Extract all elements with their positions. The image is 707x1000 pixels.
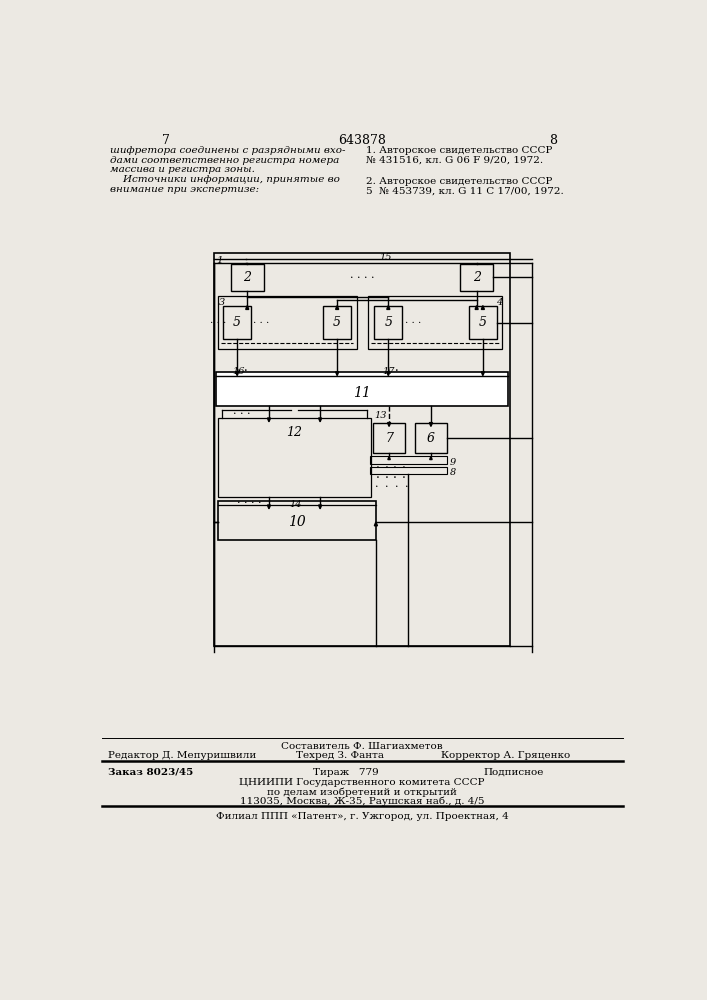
Text: 6: 6 (427, 432, 435, 445)
Bar (414, 423, 448, 453)
Text: 14: 14 (289, 500, 302, 509)
Text: 10: 10 (288, 515, 305, 529)
Polygon shape (429, 423, 433, 426)
Text: 5: 5 (333, 316, 341, 329)
Text: Редактор Д. Мепуришвили: Редактор Д. Мепуришвили (107, 751, 256, 760)
Text: 113035, Москва, Ж-35, Раушская наб., д. 4/5: 113035, Москва, Ж-35, Раушская наб., д. … (240, 797, 484, 806)
Polygon shape (336, 372, 339, 376)
Polygon shape (235, 372, 239, 376)
Bar (469, 306, 497, 339)
Text: 9: 9 (450, 458, 456, 467)
Text: . . .: . . . (404, 316, 421, 325)
Text: 8: 8 (450, 468, 456, 477)
Text: 8: 8 (549, 134, 557, 147)
Text: 2. Авторское свидетельство СССР: 2. Авторское свидетельство СССР (366, 177, 552, 186)
Polygon shape (388, 456, 390, 460)
Polygon shape (387, 372, 390, 376)
Polygon shape (319, 505, 322, 509)
Text: .: . (385, 458, 388, 471)
Text: 2: 2 (473, 271, 481, 284)
Text: дами соответственно регистра номера: дами соответственно регистра номера (110, 156, 339, 165)
Bar (231, 264, 264, 291)
Text: 3: 3 (219, 298, 226, 307)
Bar (223, 306, 251, 339)
Text: .: . (395, 479, 399, 489)
Polygon shape (267, 505, 271, 509)
Bar (218, 501, 376, 540)
Text: Составитель Ф. Шагиахметов: Составитель Ф. Шагиахметов (281, 742, 443, 751)
Polygon shape (374, 522, 378, 526)
Text: 12: 12 (286, 426, 303, 439)
Text: 15: 15 (379, 253, 392, 262)
Text: 2: 2 (243, 271, 251, 284)
Text: по делам изобретений и открытий: по делам изобретений и открытий (267, 788, 457, 797)
Bar (374, 306, 402, 339)
Polygon shape (267, 418, 271, 422)
Bar (368, 296, 502, 349)
Text: шифретора соединены с разрядными вхо-: шифретора соединены с разрядными вхо- (110, 146, 346, 155)
Polygon shape (481, 306, 484, 309)
Text: 11: 11 (353, 386, 371, 400)
Text: .: . (376, 458, 380, 471)
Bar (218, 418, 371, 497)
Text: ЦНИИПИ Государственного комитета СССР: ЦНИИПИ Государственного комитета СССР (239, 778, 485, 787)
Text: .: . (405, 479, 409, 489)
Polygon shape (319, 418, 322, 422)
Text: 5: 5 (385, 316, 392, 329)
Text: .: . (376, 468, 380, 481)
Text: 13: 13 (374, 411, 387, 420)
Text: . . . .: . . . . (350, 270, 374, 280)
Text: .: . (402, 458, 405, 471)
Bar (218, 296, 356, 349)
Polygon shape (481, 372, 484, 376)
Polygon shape (430, 456, 432, 460)
Text: . . .: . . . (210, 316, 226, 325)
Text: . .: . . (387, 361, 399, 374)
Text: Филиал ППП «Патент», г. Ужгород, ул. Проектная, 4: Филиал ППП «Патент», г. Ужгород, ул. Про… (216, 812, 508, 821)
Text: Источники информации, принятые во: Источники информации, принятые во (110, 175, 340, 184)
Polygon shape (387, 423, 391, 426)
Bar (460, 264, 493, 291)
Text: 1: 1 (216, 256, 223, 265)
Text: .: . (393, 458, 397, 471)
Bar (323, 306, 351, 339)
Bar (214, 253, 510, 646)
Bar (216, 372, 508, 406)
Text: 5: 5 (479, 316, 487, 329)
Text: . . . .: . . . . (237, 495, 262, 505)
Text: . . .: . . . (253, 316, 269, 325)
Polygon shape (246, 306, 249, 309)
Polygon shape (336, 306, 339, 309)
Text: 4: 4 (496, 298, 502, 307)
Bar (370, 466, 448, 474)
Text: .: . (385, 479, 389, 489)
Polygon shape (475, 306, 478, 309)
Text: . .: . . (235, 361, 247, 374)
Text: № 431516, кл. G 06 F 9/20, 1972.: № 431516, кл. G 06 F 9/20, 1972. (366, 156, 543, 165)
Text: 7: 7 (162, 134, 170, 147)
Text: Техред З. Фанта: Техред З. Фанта (296, 751, 384, 760)
Bar (373, 423, 405, 453)
Text: .: . (393, 468, 397, 481)
Text: Заказ 8023/45: Заказ 8023/45 (107, 768, 193, 777)
Text: 17: 17 (382, 367, 395, 376)
Text: .: . (385, 468, 388, 481)
Polygon shape (387, 306, 390, 309)
Text: 1. Авторское свидетельство СССР: 1. Авторское свидетельство СССР (366, 146, 552, 155)
Text: Подписное: Подписное (484, 768, 544, 777)
Text: 5: 5 (233, 316, 241, 329)
Text: .: . (375, 479, 379, 489)
Text: .: . (402, 468, 405, 481)
Text: 7: 7 (385, 432, 393, 445)
Text: . . .: . . . (233, 406, 251, 416)
Text: 16: 16 (233, 367, 245, 376)
Text: 5  № 453739, кл. G 11 C 17/00, 1972.: 5 № 453739, кл. G 11 C 17/00, 1972. (366, 187, 563, 196)
Text: внимание при экспертизе:: внимание при экспертизе: (110, 185, 259, 194)
Bar (370, 456, 448, 464)
Text: массива и регистра зоны.: массива и регистра зоны. (110, 165, 255, 174)
Text: Корректор А. Гряценко: Корректор А. Гряценко (441, 751, 571, 760)
Text: 643878: 643878 (338, 134, 386, 147)
Text: Тираж   779: Тираж 779 (313, 768, 379, 777)
